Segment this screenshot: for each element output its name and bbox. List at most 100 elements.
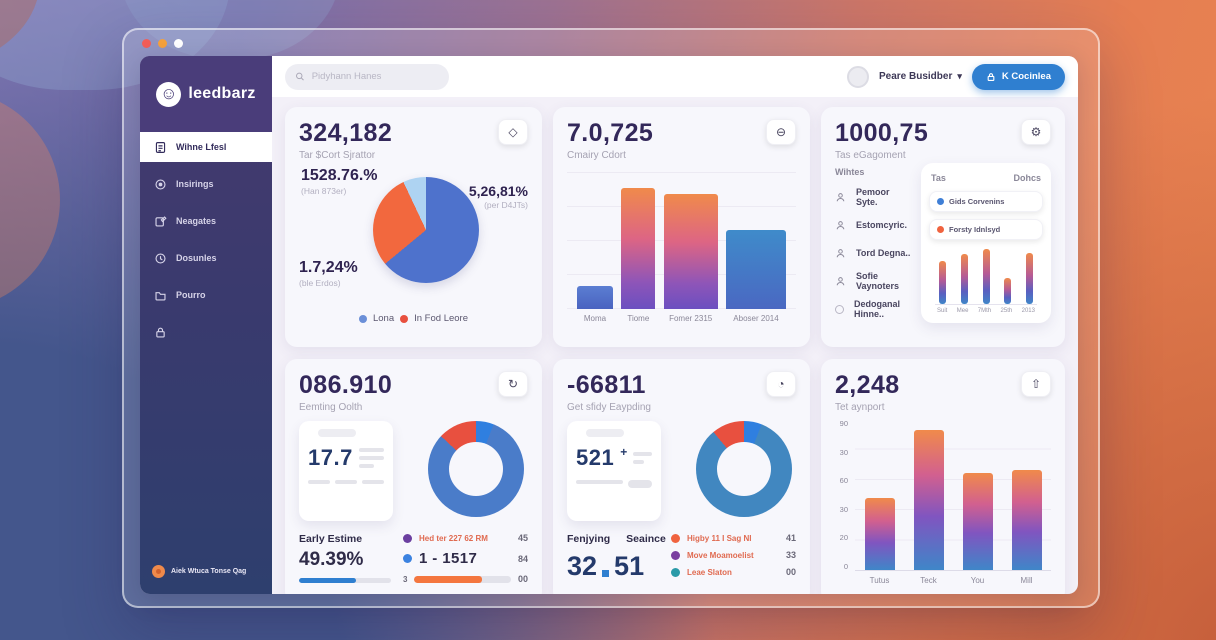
window-titlebar <box>124 30 1098 56</box>
donut-chart <box>696 421 792 517</box>
cards-grid: 324,182 Tar $Cort Sjrattor ◇ 1528.76.% (… <box>272 97 1078 594</box>
main-area: Peare Busidber ▾ K Cocinlea 324,182 <box>272 56 1078 594</box>
sidebar-item-3[interactable]: Dosunles <box>140 243 272 273</box>
metric-row: 3 00 <box>403 574 528 584</box>
card-options-button[interactable]: ◇ <box>498 119 528 145</box>
refresh-icon: ↻ <box>507 377 519 391</box>
sidebar-item-label: Neagates <box>176 216 217 226</box>
note-icon <box>155 215 167 227</box>
pie-chart-area: 1528.76.% (Han 873er) 5,26,81% (per D4JT… <box>299 165 528 307</box>
clock-icon <box>155 252 166 264</box>
metric-rows: Hed ter 227 62 RM 45 1 - 1517 84 3 <box>403 533 528 591</box>
legend-dot <box>937 226 944 233</box>
card-study-donut: -66811 Get sfidy Eaypding ◔ 521 + <box>553 359 810 594</box>
bar <box>864 497 895 570</box>
avatar[interactable] <box>846 65 869 88</box>
card-value: 324,182 <box>299 119 393 147</box>
metric-label: Early Estime <box>299 533 363 545</box>
card-options-button[interactable]: ⚙ <box>1021 119 1051 145</box>
user-icon <box>836 248 845 257</box>
bar <box>913 429 944 570</box>
doc-pill <box>318 429 356 437</box>
list-item[interactable]: Estomcyric. <box>835 211 913 239</box>
document-icon <box>155 141 166 153</box>
dashboard-app: ☺ leedbarz Wihne Lfesl Insirings Neagate… <box>140 56 1078 594</box>
lock-icon <box>156 327 165 338</box>
mini-document-card: 17.7 <box>299 421 393 521</box>
lock-icon <box>987 72 995 81</box>
user-name: Peare Busidber <box>878 71 953 82</box>
legend-chip[interactable]: Forsty Idnlsyd <box>929 219 1043 240</box>
metric-label: Fenjying <box>567 533 611 545</box>
sidebar-item-4[interactable]: Pourro <box>140 280 272 310</box>
bar-chart-labels: Moma Tiome Fomer 2315 Aboser 2014 <box>583 314 779 323</box>
maximize-window-button[interactable] <box>174 38 183 48</box>
bar <box>725 230 786 309</box>
sidebar-item-label: Pourro <box>176 290 206 300</box>
sidebar: ☺ leedbarz Wihne Lfesl Insirings Neagate… <box>140 56 272 594</box>
minimize-window-button[interactable] <box>158 38 167 48</box>
card-options-button[interactable]: ◔ <box>766 371 796 397</box>
doc-pill <box>586 429 624 437</box>
legend-label: Lona <box>372 313 395 324</box>
card-value: 2,248 <box>835 371 900 399</box>
gear-icon: ⚙ <box>1030 125 1042 139</box>
legend-chip[interactable]: Gids Corvenins <box>929 191 1043 212</box>
card-options-button[interactable]: ↻ <box>498 371 528 397</box>
radio-icon <box>835 304 844 314</box>
bar <box>577 285 613 309</box>
card-earning-donut: 086.910 Eemting Oolth ↻ 17.7 <box>285 359 542 594</box>
metric-rows: Higby 11 I Sag NI 41 Move Moamoelist 33 … <box>671 533 796 584</box>
card-subtitle: Eemting Oolth <box>299 402 363 413</box>
sidebar-item-0[interactable]: Wihne Lfesl <box>140 132 272 162</box>
search-box[interactable] <box>285 63 449 90</box>
card-subtitle: Tet aynport <box>835 402 885 413</box>
sidebar-item-label: Wihne Lfesl <box>176 142 227 152</box>
card-options-button[interactable]: ⇧ <box>1021 371 1051 397</box>
logo-text: leedbarz <box>188 85 256 102</box>
legend-dot <box>937 198 944 205</box>
panel-col-header: Dohcs <box>1013 173 1041 183</box>
plus-icon: + <box>620 445 628 459</box>
sidebar-nav: Wihne Lfesl Insirings Neagates Dosunles … <box>140 132 272 594</box>
mini-bar-chart-labels: Suit Mee 7Mth 25th 2013 <box>937 308 1035 314</box>
progress-bar <box>299 578 391 583</box>
bar <box>663 194 718 309</box>
card-value: 7.0,725 <box>567 119 654 147</box>
sidebar-footer: Aiek Wtuca Tonse Qag <box>140 565 272 594</box>
chevron-down-icon: ▾ <box>957 71 962 81</box>
card-report-bars: 2,248 Tet aynport ⇧ 90 30 60 30 20 0 <box>821 359 1065 594</box>
card-traffic-pie: 324,182 Tar $Cort Sjrattor ◇ 1528.76.% (… <box>285 107 542 347</box>
y-axis: 90 30 60 30 20 0 <box>839 419 848 571</box>
mini-document-card: 521 + <box>567 421 661 521</box>
row-dot <box>403 554 412 563</box>
folder-icon <box>155 291 166 301</box>
card-value: 086.910 <box>299 371 393 399</box>
topbar-right: Peare Busidber ▾ K Cocinlea <box>846 63 1065 90</box>
stat: 1528.76.% (Han 873er) <box>301 167 378 196</box>
bar-chart: 90 30 60 30 20 0 <box>835 419 1051 571</box>
metric-row: Hed ter 227 62 RM 45 <box>403 533 528 543</box>
row-dot <box>671 567 680 577</box>
close-window-button[interactable] <box>142 38 151 48</box>
sidebar-item-5[interactable] <box>140 317 272 347</box>
bar <box>621 187 656 309</box>
bar <box>1004 278 1012 304</box>
bar <box>1011 470 1042 570</box>
primary-action-button[interactable]: K Cocinlea <box>971 63 1065 90</box>
search-input[interactable] <box>311 71 439 82</box>
list-item[interactable]: Pemoor Syte. <box>835 183 913 211</box>
sidebar-item-2[interactable]: Neagates <box>140 206 272 236</box>
card-subtitle: Get sfidy Eaypding <box>567 402 651 413</box>
user-menu[interactable]: Peare Busidber ▾ <box>879 71 962 82</box>
logo: ☺ leedbarz <box>140 56 272 132</box>
sidebar-item-1[interactable]: Insirings <box>140 169 272 199</box>
app-window: ☺ leedbarz Wihne Lfesl Insirings Neagate… <box>122 28 1100 608</box>
stats-panel: Tas Dohcs Gids Corvenins Forsty Idnlsyd <box>921 163 1051 323</box>
card-options-button[interactable]: ⊖ <box>766 119 796 145</box>
list-item[interactable]: Sofie Vaynoters <box>835 267 913 295</box>
list-item[interactable]: Tord Degna.. <box>835 239 913 267</box>
row-dot <box>403 533 412 543</box>
list-item[interactable]: Dedoganal Hinne.. <box>835 295 913 323</box>
card-engagement-list: 1000,75 Tas eGagoment ⚙ Wihtes Pemoor Sy… <box>821 107 1065 347</box>
